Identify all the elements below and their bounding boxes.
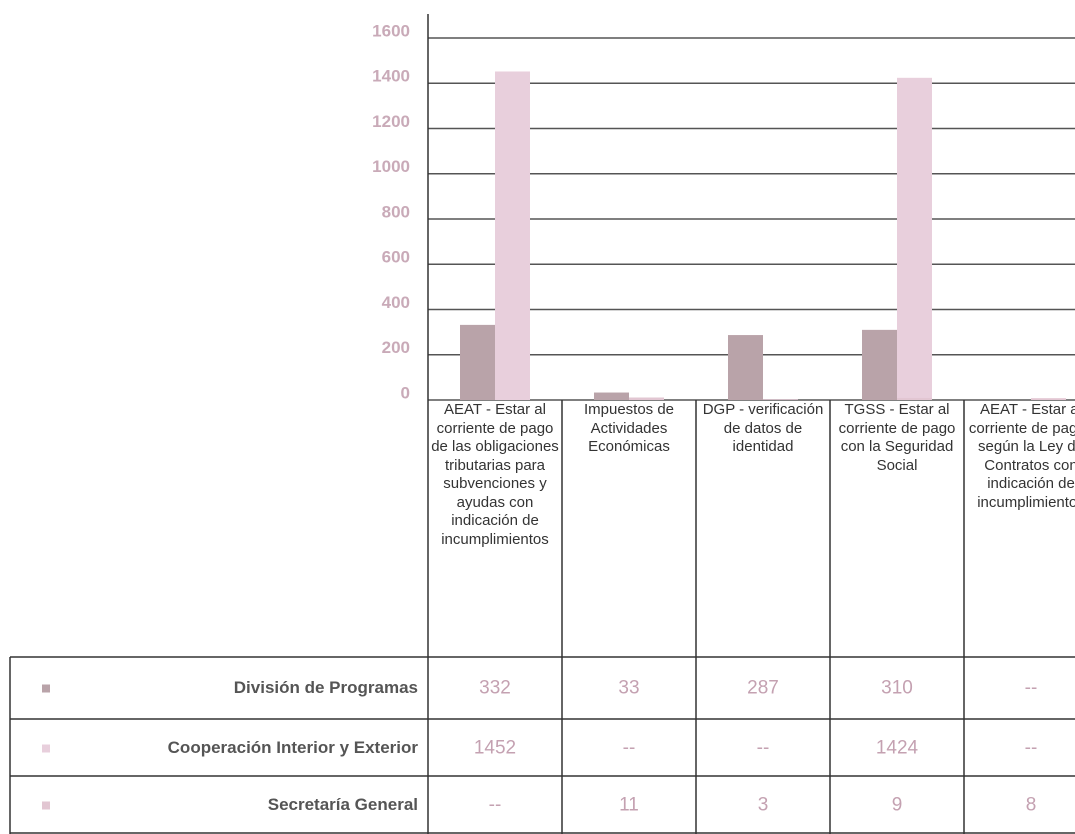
- table-value: 1452: [474, 738, 516, 759]
- bar: [629, 397, 664, 400]
- table-value: 33: [618, 678, 639, 699]
- y-tick-label: 200: [382, 338, 410, 357]
- bar: [897, 77, 932, 400]
- bar: [495, 71, 530, 401]
- table-value: 3: [758, 795, 769, 816]
- table-value: --: [489, 795, 502, 816]
- legend-label: Secretaría General: [268, 795, 418, 814]
- table-value: --: [1025, 678, 1038, 699]
- bar: [1031, 398, 1066, 400]
- legend-swatch: [42, 744, 50, 753]
- y-tick-label: 1600: [372, 21, 410, 40]
- bar: [763, 399, 798, 400]
- legend-swatch: [42, 801, 50, 810]
- y-tick-label: 0: [401, 383, 410, 402]
- y-tick-label: 800: [382, 202, 410, 221]
- x-tick-label: TGSS - Estar al corriente de pago con la…: [838, 401, 956, 474]
- table-value: 1424: [876, 738, 919, 759]
- x-tick-label: AEAT - Estar al corriente de pago de las…: [431, 401, 559, 548]
- table-value: 332: [479, 678, 511, 699]
- table-value: 310: [881, 678, 913, 699]
- bar: [728, 335, 763, 400]
- y-tick-label: 1400: [372, 67, 410, 86]
- legend-label: División de Programas: [234, 678, 418, 697]
- legend-label: Cooperación Interior y Exterior: [168, 738, 419, 757]
- x-tick-label: Impuestos de Actividades Económicas: [583, 401, 675, 455]
- y-tick-label: 1000: [372, 157, 410, 176]
- legend-swatch: [42, 684, 50, 693]
- y-tick-label: 600: [382, 248, 410, 267]
- y-tick-label: 1200: [372, 112, 410, 131]
- table-value: --: [623, 738, 636, 759]
- table-value: 287: [747, 678, 779, 699]
- table-value: 8: [1026, 795, 1037, 816]
- table-value: 9: [892, 795, 903, 816]
- table-value: --: [1025, 738, 1038, 759]
- x-tick-label: AEAT - Estar al corriente de pagos según…: [968, 401, 1075, 511]
- table-value: --: [757, 738, 770, 759]
- bar: [594, 392, 629, 400]
- bar: [862, 329, 897, 400]
- y-tick-label: 400: [382, 293, 410, 312]
- table-value: 11: [619, 795, 639, 816]
- bar: [897, 397, 932, 400]
- x-tick-label: DGP - verificación de datos de identidad: [702, 401, 824, 455]
- bar: [460, 324, 495, 400]
